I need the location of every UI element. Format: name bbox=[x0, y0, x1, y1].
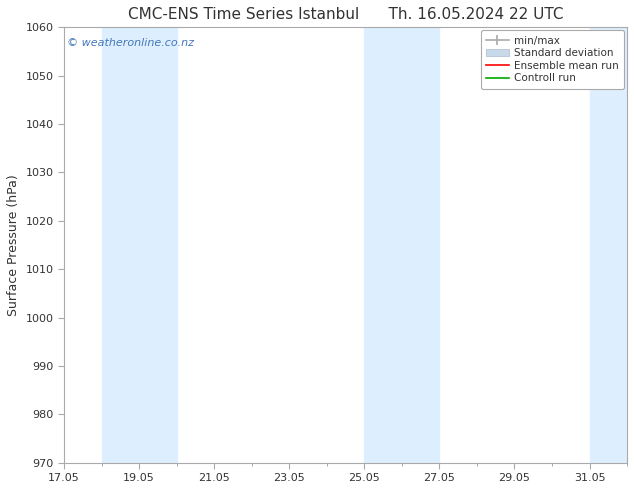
Legend: min/max, Standard deviation, Ensemble mean run, Controll run: min/max, Standard deviation, Ensemble me… bbox=[481, 30, 624, 89]
Y-axis label: Surface Pressure (hPa): Surface Pressure (hPa) bbox=[7, 174, 20, 316]
Bar bbox=[590, 27, 634, 463]
Text: © weatheronline.co.nz: © weatheronline.co.nz bbox=[67, 38, 194, 48]
Title: CMC-ENS Time Series Istanbul      Th. 16.05.2024 22 UTC: CMC-ENS Time Series Istanbul Th. 16.05.2… bbox=[128, 7, 563, 22]
Bar bbox=[365, 27, 439, 463]
Bar bbox=[101, 27, 177, 463]
